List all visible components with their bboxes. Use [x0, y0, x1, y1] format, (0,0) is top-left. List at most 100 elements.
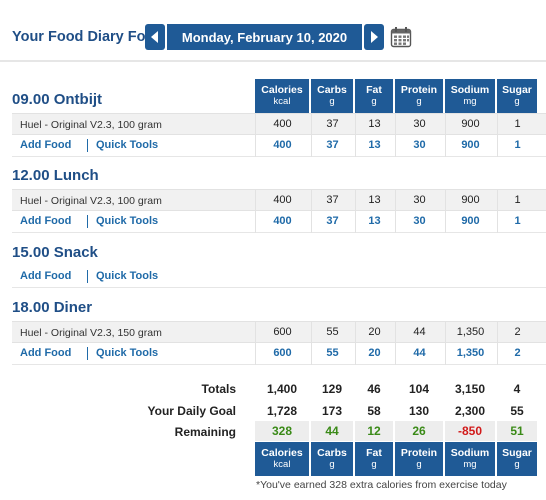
meal-title-breakfast: 09.00 Ontbijt	[12, 91, 103, 108]
previous-day-button[interactable]	[145, 24, 165, 50]
add-food-link[interactable]: Add Food	[20, 215, 72, 227]
link-separator	[87, 139, 88, 152]
column-unit: g	[416, 96, 422, 107]
column-name: Sugar	[502, 447, 532, 459]
column-unit: g	[416, 459, 422, 470]
sugar-value: 1	[497, 114, 537, 136]
calories-value: 600	[255, 343, 309, 365]
meal-title-lunch: 12.00 Lunch	[12, 167, 99, 184]
protein-value: 30	[395, 135, 443, 157]
food-name[interactable]: Huel - Original V2.3, 100 gram	[20, 195, 162, 207]
column-footer-sugar: Sugar g	[497, 442, 537, 476]
quick-tools-link[interactable]: Quick Tools	[96, 215, 159, 227]
goal-fat-value: 58	[367, 404, 381, 418]
column-unit: g	[329, 459, 335, 470]
diary-header: Your Food Diary For: Monday, February 10…	[0, 0, 546, 62]
food-entry-row[interactable]: Huel - Original V2.3, 100 gram 400 37 13 30…	[12, 189, 546, 212]
column-unit: kcal	[273, 459, 291, 470]
link-separator	[87, 270, 88, 283]
remaining-cell-background	[497, 421, 537, 441]
add-food-link[interactable]: Add Food	[20, 347, 72, 359]
fat-value: 20	[355, 322, 393, 344]
remaining-label: Remaining	[174, 425, 236, 439]
protein-value: 30	[395, 190, 443, 212]
sugar-value: 1	[497, 211, 537, 233]
column-unit: g	[371, 96, 377, 107]
column-header-protein: Protein g	[395, 79, 443, 113]
calendar-icon[interactable]	[390, 26, 412, 48]
sugar-value: 2	[497, 343, 537, 365]
sodium-value: 1,350	[445, 322, 495, 344]
column-footer-calories: Calories kcal	[255, 442, 309, 476]
column-header-carbs: Carbs g	[311, 79, 353, 113]
quick-tools-link[interactable]: Quick Tools	[96, 270, 159, 282]
meal-title-snack: 15.00 Snack	[12, 244, 98, 261]
date-display[interactable]: Monday, February 10, 2020	[167, 24, 362, 50]
chevron-left-icon	[151, 31, 158, 43]
sodium-value: 900	[445, 190, 495, 212]
fat-value: 13	[355, 190, 393, 212]
column-unit: g	[329, 96, 335, 107]
remaining-protein-value: 26	[412, 424, 426, 438]
goal-protein-value: 130	[408, 404, 430, 418]
column-name: Carbs	[317, 84, 347, 96]
remaining-fat-value: 12	[367, 424, 381, 438]
goal-sodium-value: 2,300	[454, 404, 486, 418]
column-name: Sugar	[502, 84, 532, 96]
add-food-link[interactable]: Add Food	[20, 270, 72, 282]
sodium-value: 900	[445, 135, 495, 157]
quick-tools-link[interactable]: Quick Tools	[96, 139, 159, 151]
fat-value: 13	[355, 114, 393, 136]
food-name[interactable]: Huel - Original V2.3, 150 gram	[20, 327, 162, 339]
column-unit: kcal	[273, 96, 291, 107]
food-name[interactable]: Huel - Original V2.3, 100 gram	[20, 119, 162, 131]
link-separator	[87, 347, 88, 360]
column-name: Fat	[366, 84, 382, 96]
calories-value: 600	[255, 322, 309, 344]
calories-value: 400	[255, 135, 309, 157]
protein-value: 30	[395, 114, 443, 136]
column-footer-protein: Protein g	[395, 442, 443, 476]
goal-calories-value: 1,728	[266, 404, 298, 418]
protein-value: 30	[395, 211, 443, 233]
next-day-button[interactable]	[364, 24, 384, 50]
add-food-link[interactable]: Add Food	[20, 139, 72, 151]
calories-value: 400	[255, 114, 309, 136]
meal-title-dinner: 18.00 Diner	[12, 299, 93, 316]
column-header-calories: Calories kcal	[255, 79, 309, 113]
column-name: Sodium	[450, 447, 490, 459]
totals-label: Totals	[201, 382, 236, 396]
goal-sugar-value: 55	[510, 404, 524, 418]
column-name: Protein	[400, 84, 438, 96]
column-footer-fat: Fat g	[355, 442, 393, 476]
column-header-sugar: Sugar g	[497, 79, 537, 113]
column-unit: mg	[463, 459, 477, 470]
diary-title: Your Food Diary For:	[12, 29, 156, 45]
column-unit: g	[371, 459, 377, 470]
meal-actions-row: Add Food Quick Tools 600 55 20 44 1,350 2	[12, 343, 546, 365]
sodium-value: 1,350	[445, 343, 495, 365]
column-name: Fat	[366, 447, 382, 459]
goal-carbs-value: 173	[321, 404, 343, 418]
totals-fat-value: 46	[367, 382, 381, 396]
meal-actions-row: Add Food Quick Tools 400 37 13 30 900 1	[12, 211, 546, 233]
remaining-cell-background	[255, 421, 309, 441]
totals-calories-value: 1,400	[266, 382, 298, 396]
carbs-value: 37	[311, 135, 353, 157]
sodium-value: 900	[445, 114, 495, 136]
quick-tools-link[interactable]: Quick Tools	[96, 347, 159, 359]
food-entry-row[interactable]: Huel - Original V2.3, 100 gram 400 37 13 30…	[12, 113, 546, 136]
column-unit: g	[514, 96, 520, 107]
fat-value: 13	[355, 211, 393, 233]
carbs-value: 37	[311, 211, 353, 233]
sugar-value: 1	[497, 190, 537, 212]
sodium-value: 900	[445, 211, 495, 233]
column-unit: mg	[463, 96, 477, 107]
remaining-cell-background	[311, 421, 353, 441]
calories-value: 400	[255, 190, 309, 212]
remaining-cell-background	[395, 421, 443, 441]
remaining-cell-background	[355, 421, 393, 441]
column-name: Protein	[400, 447, 438, 459]
food-entry-row[interactable]: Huel - Original V2.3, 150 gram 600 55 20 44…	[12, 321, 546, 344]
column-unit: g	[514, 459, 520, 470]
